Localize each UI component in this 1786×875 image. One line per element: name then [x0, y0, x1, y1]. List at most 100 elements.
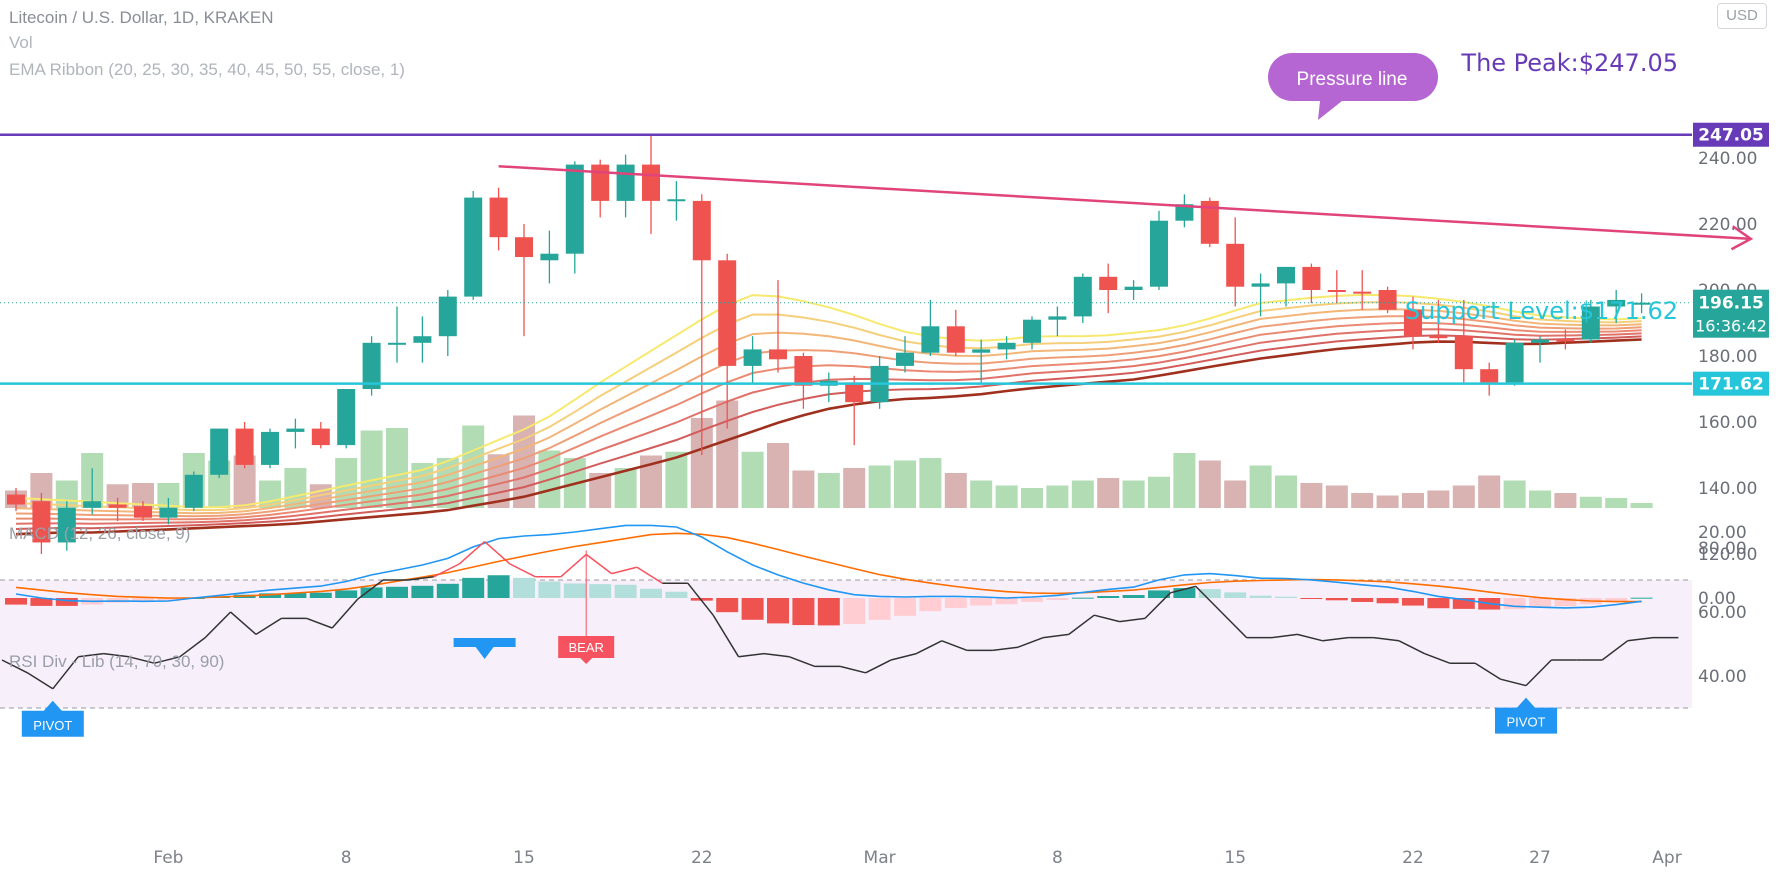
bear-divergence-marker-clipped: [453, 638, 516, 659]
macd-histogram-bar: [716, 598, 739, 613]
macd-histogram-bar: [1275, 596, 1297, 598]
volume-bar: [1046, 485, 1069, 508]
rsi-line-segment: [1094, 614, 1120, 623]
volume-bar: [767, 443, 789, 508]
rsi-line-segment: [78, 652, 104, 658]
candle-body: [108, 504, 127, 508]
time-axis-label: 15: [513, 848, 535, 868]
peak-annotation-text: The Peak:$247.05: [1460, 49, 1678, 77]
price-axis-tick-label: 180.00: [1698, 347, 1757, 367]
macd-histogram-bar: [1148, 590, 1170, 598]
candle-body: [32, 501, 51, 543]
rsi-line-segment: [560, 553, 587, 578]
rsi-line-segment: [103, 652, 130, 658]
rsi-line-segment: [484, 541, 511, 565]
volume-bar: [868, 465, 891, 508]
macd-histogram-bar: [335, 590, 358, 598]
macd-histogram-bar: [767, 598, 789, 624]
macd-histogram-bar: [995, 598, 1018, 605]
candle-body: [1556, 339, 1575, 342]
volume-bar: [157, 483, 180, 508]
macd-histogram-bar: [436, 583, 459, 598]
rsi-line-segment: [1474, 662, 1501, 680]
candle-body: [159, 507, 178, 518]
candle-body: [743, 349, 762, 366]
macd-histogram-bar: [1351, 598, 1374, 602]
volume-bar: [843, 468, 866, 508]
volume-bar: [1427, 490, 1450, 508]
rsi-line-segment: [230, 611, 257, 635]
candle-body: [1404, 309, 1422, 337]
macd-histogram-bar: [411, 585, 434, 598]
macd-histogram-bar: [843, 598, 866, 625]
macd-histogram-bar: [1503, 598, 1526, 610]
rsi-line-segment: [1170, 585, 1196, 594]
volume-bar: [817, 473, 840, 508]
pivot-label-text: PIVOT: [33, 718, 72, 733]
ema-ribbon-line-3: [15, 308, 1642, 515]
volume-bar: [589, 473, 612, 508]
volume-bar: [132, 483, 154, 508]
macd-histogram-bar: [1173, 588, 1196, 598]
time-axis-label: 27: [1529, 848, 1551, 868]
macd-histogram-bar: [1021, 598, 1043, 602]
bear-label-text: BEAR: [568, 640, 603, 655]
volume-bar: [1097, 478, 1120, 508]
rsi-line-segment: [458, 541, 486, 565]
ema-ribbon-legend[interactable]: EMA Ribbon (20, 25, 30, 35, 40, 45, 50, …: [9, 60, 405, 79]
candle-body: [1150, 220, 1168, 287]
candle-body: [1277, 266, 1295, 284]
candle-body: [591, 164, 610, 201]
rsi-line-segment: [1297, 633, 1323, 642]
candle-body: [515, 237, 533, 257]
candle-body: [235, 428, 254, 465]
macd-histogram-bar: [1046, 598, 1069, 600]
rsi-line-segment: [255, 617, 282, 636]
macd-legend[interactable]: MACD (12, 26, close, 9): [9, 524, 191, 543]
rsi-axis-tick-label: 80.00: [1698, 539, 1747, 559]
rsi-line-segment: [1144, 592, 1171, 619]
symbol-title[interactable]: Litecoin / U.S. Dollar, 1D, KRAKEN: [9, 8, 274, 27]
candle-body: [388, 342, 406, 345]
candle-body: [1302, 266, 1321, 290]
rsi-line-segment: [763, 652, 790, 658]
time-axis-label: 8: [341, 848, 352, 868]
candle-body: [921, 326, 940, 353]
currency-button[interactable]: USD: [1717, 3, 1767, 29]
rsi-line-segment: [1, 659, 28, 674]
candle-body: [794, 356, 813, 386]
pivot-label-text: PIVOT: [1506, 715, 1545, 730]
rsi-line-segment: [1424, 652, 1451, 664]
rsi-legend[interactable]: RSI Div - Lib (14, 70, 30, 90): [9, 652, 225, 671]
volume-bar: [690, 418, 713, 508]
macd-histogram-bar: [1605, 598, 1628, 601]
volume-bar: [1198, 460, 1221, 508]
volume-bar: [640, 455, 662, 508]
macd-histogram-bar: [284, 593, 307, 598]
macd-histogram-bar: [589, 584, 612, 598]
ema-ribbon-line-5: [16, 321, 1642, 521]
candle-body: [692, 200, 711, 261]
candle-body: [1073, 276, 1092, 317]
rsi-line-segment: [433, 563, 460, 578]
volume-bar: [944, 473, 967, 508]
volume-bar: [1579, 496, 1602, 508]
price-axis-tick-label: 140.00: [1698, 479, 1757, 499]
price-axis-tick-label: 220.00: [1698, 215, 1757, 235]
macd-histogram-bar: [1325, 598, 1348, 601]
rsi-line-segment: [1500, 678, 1527, 687]
pivot-label-box: [21, 700, 84, 737]
rsi-line-segment: [204, 611, 232, 639]
candle-body: [972, 349, 991, 353]
macd-histogram-bar: [1427, 598, 1450, 609]
pivot-label-box: [1495, 697, 1557, 734]
macd-histogram-bar: [132, 598, 154, 602]
volume-bar: [1605, 498, 1628, 508]
macd-histogram-bar: [1452, 598, 1475, 609]
candle-body: [565, 164, 584, 254]
macd-histogram-bar: [157, 598, 180, 601]
volume-legend[interactable]: Vol: [9, 33, 33, 52]
rsi-line-segment: [1627, 636, 1654, 642]
macd-histogram-bar: [386, 586, 408, 598]
